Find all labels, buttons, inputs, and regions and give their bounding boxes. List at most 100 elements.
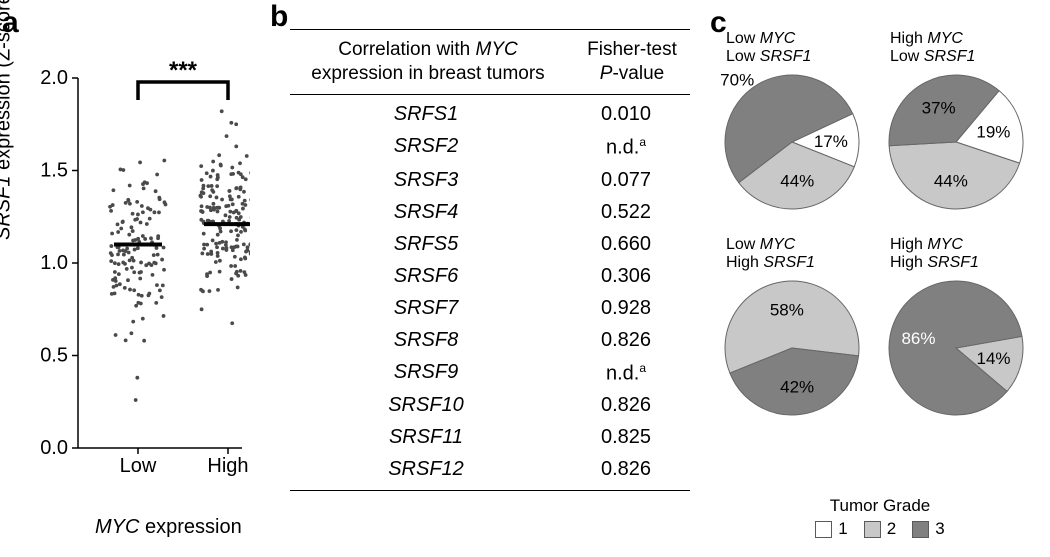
table-row: SRSF9n.d.a bbox=[290, 356, 690, 390]
gene-cell: SRFS1 bbox=[290, 99, 562, 131]
col1-line2: expression in breast tumors bbox=[311, 63, 544, 84]
table-row: SRSF110.825 bbox=[290, 422, 690, 454]
col1-line1-prefix: Correlation with bbox=[338, 39, 475, 60]
gene-cell: SRSF2 bbox=[290, 131, 562, 165]
table-row: SRSF120.826 bbox=[290, 454, 690, 486]
table-row: SRFS10.010 bbox=[290, 99, 690, 131]
table-row: SRSF2n.d.a bbox=[290, 131, 690, 165]
legend-label: 3 bbox=[935, 519, 944, 539]
panel-a-xlabel: MYC expression bbox=[95, 516, 242, 539]
panel-c: c Low MYCLow SRSF117%44%70%High MYCLow S… bbox=[710, 0, 1050, 557]
table-rule-bottom bbox=[290, 490, 690, 491]
pie-slice-label: 14% bbox=[976, 349, 1010, 368]
pie-title: High MYCHigh SRSF1 bbox=[890, 236, 1040, 273]
table-row: SRSF80.826 bbox=[290, 324, 690, 356]
svg-text:0.0: 0.0 bbox=[40, 437, 68, 459]
pie-slice-label: 58% bbox=[770, 300, 804, 319]
table-row: SRSF100.826 bbox=[290, 390, 690, 422]
tumor-grade-legend: Tumor Grade 1 2 3 bbox=[710, 496, 1050, 539]
pvalue-cell: 0.077 bbox=[562, 164, 690, 196]
col2-line2-prefix: P bbox=[600, 63, 613, 84]
pvalue-cell: 0.928 bbox=[562, 292, 690, 324]
pvalue-cell: 0.826 bbox=[562, 454, 690, 486]
legend-title: Tumor Grade bbox=[710, 496, 1050, 516]
gene-cell: SRSF6 bbox=[290, 260, 562, 292]
figure-root: a SRSF1 expression (Z-scores) 0.0 0.5 1.0 1… bbox=[0, 0, 1050, 557]
pvalue-cell: 0.826 bbox=[562, 390, 690, 422]
pie-chart: 14% 86% bbox=[884, 276, 1028, 420]
pie-chart: 58% 42% bbox=[720, 276, 864, 420]
xlabel-gene: MYC bbox=[95, 516, 139, 538]
pie-slice-label: 42% bbox=[780, 377, 814, 396]
pie-title: Low MYCLow SRSF1 bbox=[726, 30, 876, 67]
panel-a: a SRSF1 expression (Z-scores) 0.00.51.01… bbox=[0, 0, 270, 557]
gene-cell: SRFS5 bbox=[290, 228, 562, 260]
legend-label: 1 bbox=[838, 519, 847, 539]
legend-label: 2 bbox=[887, 519, 896, 539]
pvalue-cell: n.d.a bbox=[562, 356, 690, 390]
table-row: SRSF30.077 bbox=[290, 164, 690, 196]
legend-swatch bbox=[864, 521, 881, 538]
gene-cell: SRSF3 bbox=[290, 164, 562, 196]
pie-block: Low MYCLow SRSF117%44%70% bbox=[720, 30, 876, 214]
col1-line1-myc: MYC bbox=[476, 39, 518, 60]
pie-block: High MYCHigh SRSF1 14% 86% bbox=[884, 236, 1040, 420]
pvalue-cell: 0.826 bbox=[562, 324, 690, 356]
col2-line2-suffix: -value bbox=[612, 63, 664, 84]
pie-slice-label: 70% bbox=[720, 70, 754, 89]
pie-slice-label: 37% bbox=[922, 98, 956, 117]
gene-cell: SRSF7 bbox=[290, 292, 562, 324]
svg-text:***: *** bbox=[169, 60, 198, 84]
table-row: SRSF70.928 bbox=[290, 292, 690, 324]
pvalue-cell: n.d.a bbox=[562, 131, 690, 165]
pie-chart: 19% 44% 37% bbox=[884, 70, 1028, 214]
footnote-marker: a bbox=[639, 361, 646, 375]
pie-slice-label: 86% bbox=[901, 328, 935, 347]
ylabel-suffix: expression (Z-scores) bbox=[0, 0, 15, 176]
legend-swatch bbox=[815, 521, 832, 538]
gene-cell: SRSF9 bbox=[290, 356, 562, 390]
table-row: SRSF40.522 bbox=[290, 196, 690, 228]
pvalue-cell: 0.306 bbox=[562, 260, 690, 292]
pvalue-cell: 0.010 bbox=[562, 99, 690, 131]
pvalue-cell: 0.825 bbox=[562, 422, 690, 454]
table-header-col2: Fisher-test P-value bbox=[566, 34, 698, 90]
pies-grid: Low MYCLow SRSF117%44%70%High MYCLow SRS… bbox=[720, 30, 1040, 420]
gene-cell: SRSF4 bbox=[290, 196, 562, 228]
pie-slice-label: 19% bbox=[976, 122, 1010, 141]
panel-a-ylabel: SRSF1 expression (Z-scores) bbox=[0, 0, 16, 240]
panel-b: b Correlation with MYC expression in bre… bbox=[270, 0, 710, 557]
legend-swatch bbox=[912, 521, 929, 538]
pie-slice-label: 44% bbox=[780, 171, 814, 190]
ylabel-gene: SRSF1 bbox=[0, 176, 15, 240]
table-rule-top bbox=[290, 29, 690, 30]
table-header-col1: Correlation with MYC expression in breas… bbox=[290, 34, 566, 90]
table-header-row: Correlation with MYC expression in breas… bbox=[290, 34, 690, 90]
pie-slice-label: 44% bbox=[934, 171, 968, 190]
table-row: SRFS50.660 bbox=[290, 228, 690, 260]
pie-block: Low MYCHigh SRSF1 58% 42% bbox=[720, 236, 876, 420]
panel-b-label: b bbox=[270, 0, 288, 34]
pvalue-cell: 0.660 bbox=[562, 228, 690, 260]
legend-row: 1 2 3 bbox=[710, 519, 1050, 539]
svg-text:High: High bbox=[207, 455, 248, 477]
pie-block: High MYCLow SRSF1 19% 44% 37% bbox=[884, 30, 1040, 214]
gene-cell: SRSF10 bbox=[290, 390, 562, 422]
pie-title: High MYCLow SRSF1 bbox=[890, 30, 1040, 67]
table-row: SRSF60.306 bbox=[290, 260, 690, 292]
pie-chart: 17%44%70% bbox=[720, 70, 864, 214]
table-rule-mid bbox=[290, 94, 690, 95]
xlabel-suffix: expression bbox=[139, 516, 241, 538]
correlation-table: Correlation with MYC expression in breas… bbox=[290, 25, 690, 495]
gene-cell: SRSF11 bbox=[290, 422, 562, 454]
pie-title: Low MYCHigh SRSF1 bbox=[726, 236, 876, 273]
scatter-plot: 0.00.51.01.52.0LowHigh*** bbox=[40, 60, 250, 480]
svg-text:1.0: 1.0 bbox=[40, 252, 68, 274]
col2-line1: Fisher-test bbox=[587, 39, 677, 60]
table-body: SRFS10.010SRSF2n.d.aSRSF30.077SRSF40.522… bbox=[290, 99, 690, 486]
gene-cell: SRSF8 bbox=[290, 324, 562, 356]
svg-text:Low: Low bbox=[120, 455, 157, 477]
svg-text:0.5: 0.5 bbox=[40, 345, 68, 367]
svg-text:1.5: 1.5 bbox=[40, 160, 68, 182]
footnote-marker: a bbox=[639, 135, 646, 149]
